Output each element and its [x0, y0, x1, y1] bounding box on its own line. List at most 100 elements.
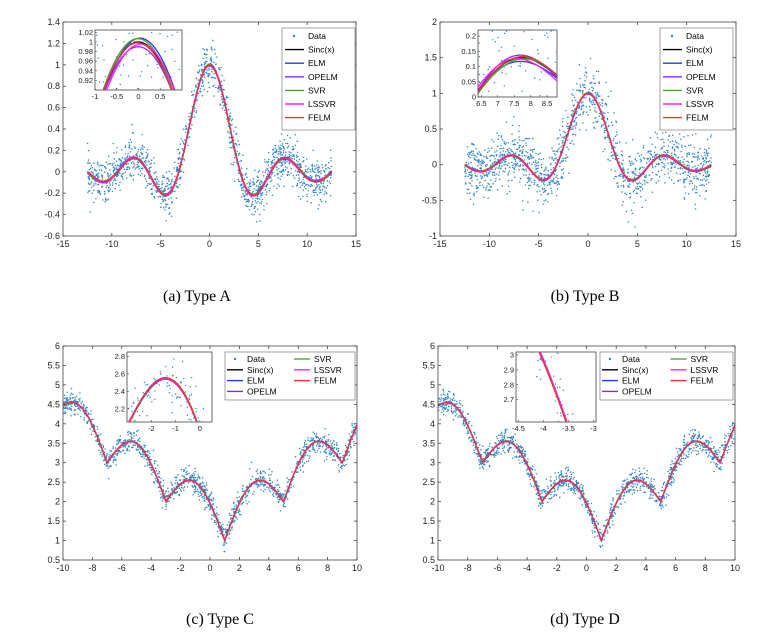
data-point [213, 521, 216, 524]
data-point [246, 485, 248, 488]
data-point [248, 188, 250, 191]
inset-data-point [488, 90, 490, 93]
y-tick-label: 1 [55, 60, 60, 70]
data-point [111, 184, 114, 186]
data-point [245, 204, 247, 207]
data-point [532, 156, 535, 159]
data-point [540, 166, 543, 169]
data-point [318, 445, 320, 448]
data-point [528, 158, 531, 161]
data-point [631, 139, 634, 141]
data-point [519, 163, 522, 166]
data-point [180, 468, 183, 471]
data-point [664, 151, 667, 153]
inset-data-point [154, 379, 156, 381]
data-point [137, 165, 140, 167]
data-point [126, 431, 129, 434]
data-point [212, 39, 214, 42]
data-point [635, 167, 637, 170]
data-point [162, 206, 165, 209]
data-point [156, 183, 158, 185]
data-point [158, 486, 160, 489]
inset-data-point [97, 252, 98, 253]
data-point [468, 182, 471, 184]
legend-label: FELM [314, 376, 337, 386]
data-point [90, 410, 92, 412]
data-point [215, 523, 217, 525]
data-point [103, 458, 106, 461]
data-point [242, 189, 245, 192]
data-point [149, 455, 151, 458]
data-point [632, 162, 635, 165]
data-point [252, 493, 254, 496]
data-point [210, 518, 213, 520]
data-point [507, 179, 510, 182]
data-point [150, 473, 153, 475]
x-tick-label: -5 [157, 239, 165, 249]
data-point [162, 200, 164, 203]
data-point [255, 201, 257, 204]
data-point [486, 185, 488, 187]
data-point [680, 144, 683, 147]
data-point [549, 163, 552, 166]
data-point [505, 431, 507, 433]
data-point [598, 82, 600, 85]
y-tick-label: 0.8 [47, 81, 60, 91]
data-point [113, 179, 115, 181]
data-point [466, 146, 469, 148]
data-point [124, 452, 126, 455]
data-point [695, 156, 697, 158]
data-point [309, 450, 311, 452]
data-point [503, 451, 506, 454]
data-point [195, 111, 197, 114]
inset-data-point [156, 8, 157, 9]
data-point [489, 155, 491, 157]
data-point [667, 145, 670, 147]
data-point [269, 167, 272, 169]
inset-data-point [195, 411, 197, 413]
inset-data-point [542, 6, 543, 7]
data-point [228, 533, 230, 535]
data-point [521, 168, 523, 170]
data-point [243, 194, 245, 197]
data-point [181, 140, 184, 142]
data-point [125, 177, 128, 179]
data-point [270, 474, 272, 476]
data-point [330, 443, 333, 445]
data-point [299, 469, 302, 471]
data-point [74, 413, 76, 416]
data-point [256, 196, 259, 198]
data-point [582, 85, 584, 87]
data-point [649, 136, 652, 139]
data-point [469, 156, 471, 159]
data-point [298, 171, 301, 174]
data-point [105, 186, 107, 189]
data-point [297, 160, 299, 163]
data-point [194, 116, 196, 119]
data-point [313, 449, 316, 452]
data-point [245, 493, 247, 495]
data-point [701, 167, 704, 169]
inset-x-tick-label: -2 [148, 424, 155, 433]
data-point [117, 174, 120, 176]
inset-data-point [154, 398, 156, 401]
data-point [612, 139, 615, 142]
data-point [98, 164, 100, 167]
data-point [171, 488, 173, 490]
data-point [194, 107, 196, 110]
data-point [562, 172, 565, 174]
data-point [136, 154, 138, 157]
data-point [675, 145, 678, 148]
data-point [271, 481, 274, 484]
data-point [96, 428, 99, 430]
data-point [483, 186, 485, 189]
data-point [695, 186, 698, 188]
data-point [540, 176, 543, 179]
data-point [547, 487, 550, 489]
data-point [702, 160, 705, 163]
chart-panel-2: -15 -10 -5 0 5 10 15-1-0.500.511.52DataSinc(x)… [421, 6, 741, 249]
inset-data-point [127, 75, 130, 77]
data-point [512, 152, 515, 154]
data-point [138, 168, 141, 170]
data-point [679, 460, 681, 462]
